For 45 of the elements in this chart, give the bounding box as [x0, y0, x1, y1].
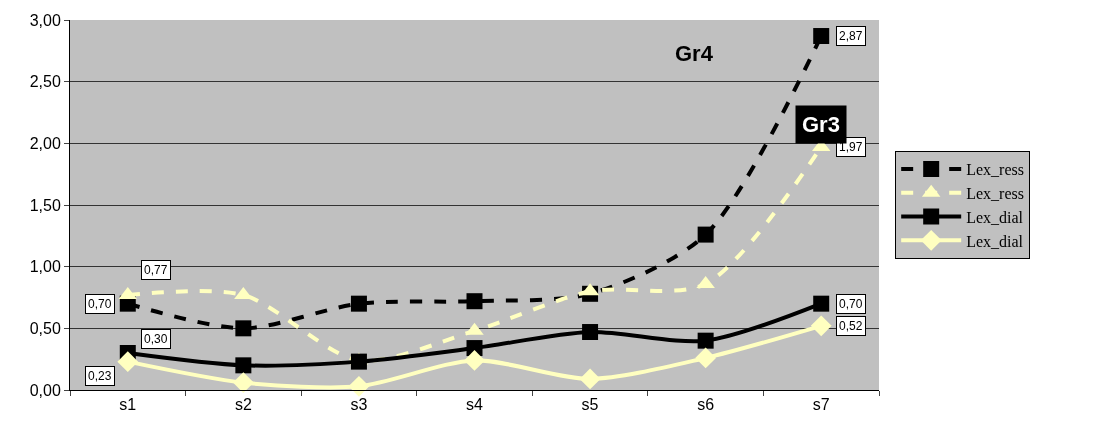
point	[235, 320, 252, 337]
data-label: 2,87	[839, 29, 863, 43]
y-tick-label: 1,00	[29, 258, 61, 276]
y-tick-label: 1,50	[29, 196, 61, 214]
data-label: 0,30	[144, 332, 168, 346]
x-tick-label: s4	[466, 396, 484, 414]
x-tick-label: s6	[697, 396, 715, 414]
y-tick-label: 3,00	[29, 11, 61, 29]
point	[350, 353, 367, 370]
x-tick-label: s7	[812, 396, 830, 414]
point	[235, 357, 252, 374]
data-label: 0,52	[839, 319, 863, 333]
legend-label: Lex_dial	[966, 208, 1024, 226]
y-tick-label: 0,50	[29, 319, 61, 337]
y-tick-label: 2,00	[29, 134, 61, 152]
x-tick-label: s2	[234, 396, 252, 414]
point	[810, 315, 832, 337]
data-label: 0,70	[839, 297, 863, 311]
data-label: 1,97	[839, 140, 863, 154]
legend-label: Lex_ress	[966, 184, 1024, 202]
x-tick-label: s3	[350, 396, 368, 414]
annotation: Gr3	[802, 112, 840, 137]
point	[466, 293, 483, 310]
legend-label: Lex_ress	[966, 161, 1024, 179]
data-label: 0,70	[88, 297, 112, 311]
point	[232, 372, 254, 393]
point	[697, 332, 714, 349]
point	[813, 28, 830, 45]
point	[579, 368, 601, 390]
x-tick-label: s5	[581, 396, 599, 414]
point	[117, 351, 139, 373]
point	[464, 350, 485, 371]
point	[348, 375, 370, 397]
x-tick-label: s1	[119, 396, 137, 414]
point	[350, 295, 367, 312]
point	[697, 226, 714, 243]
y-tick-label: 0,00	[29, 381, 61, 399]
annotation: Gr4	[675, 41, 714, 66]
point	[695, 347, 717, 369]
point	[813, 295, 830, 312]
point	[582, 324, 599, 341]
legend-label: Lex_dial	[966, 232, 1024, 250]
data-label: 0,77	[144, 263, 168, 277]
y-tick-label: 2,50	[29, 73, 61, 91]
data-label: 0,23	[88, 369, 112, 383]
